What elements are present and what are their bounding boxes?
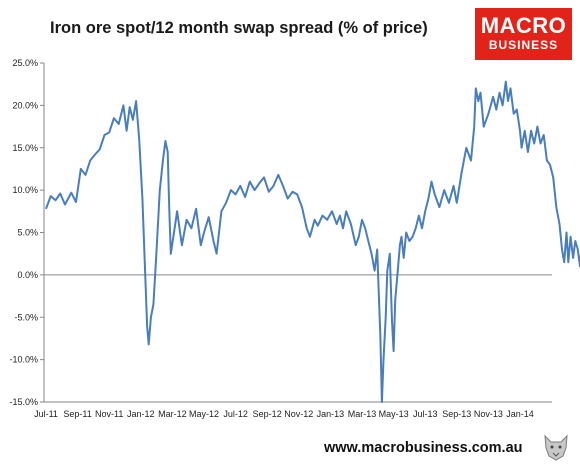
y-axis: -15.0% -10.0% -5.0% 0.0% 5.0% 10.0% 15.0% 20.0%…	[9, 58, 44, 407]
y-tick-label: -10.0%	[9, 355, 38, 365]
logo-line-1: MACRO	[480, 13, 567, 38]
x-tick-label: Sep-12	[253, 409, 282, 419]
y-tick-label: -15.0%	[9, 397, 38, 407]
x-tick-label: Nov-12	[284, 409, 313, 419]
logo-line-2: BUSINESS	[488, 38, 559, 52]
wolf-logo-icon	[541, 432, 571, 462]
y-tick-label: 0.0%	[17, 270, 38, 280]
spread-series-line	[45, 80, 580, 403]
x-tick-label: Jan-13	[317, 409, 345, 419]
x-tick-label: Jul-11	[34, 409, 58, 419]
y-tick-label: 5.0%	[17, 228, 38, 238]
y-tick-label: -5.0%	[14, 312, 38, 322]
chart-title: Iron ore spot/12 month swap spread (% of…	[50, 19, 428, 37]
x-tick-label: Mar-13	[348, 409, 377, 419]
x-tick-label: Mar-12	[158, 409, 187, 419]
footer-url: www.macrobusiness.com.au	[324, 440, 523, 456]
x-tick-label: May-12	[189, 409, 219, 419]
x-tick-label: Jul-13	[413, 409, 438, 419]
x-tick-label: Jan-12	[127, 409, 155, 419]
macrobusiness-logo: MACRO BUSINESS	[475, 8, 572, 60]
x-tick-label: May-13	[379, 409, 409, 419]
x-tick-label: Sep-11	[63, 409, 91, 419]
y-tick-label: 10.0%	[12, 185, 38, 195]
x-axis: Jul-11 Sep-11 Nov-11 Jan-12 Mar-12 May-12 Jul-…	[34, 401, 552, 419]
x-tick-label: Jan-14	[506, 409, 534, 419]
x-tick-label: Nov-13	[474, 409, 503, 419]
y-tick-label: 25.0%	[12, 58, 38, 68]
x-tick-label: Sep-13	[442, 409, 471, 419]
y-tick-label: 15.0%	[12, 143, 38, 153]
y-tick-label: 20.0%	[12, 100, 38, 110]
x-tick-label: Nov-11	[95, 409, 123, 419]
x-tick-label: Jul-12	[223, 409, 248, 419]
